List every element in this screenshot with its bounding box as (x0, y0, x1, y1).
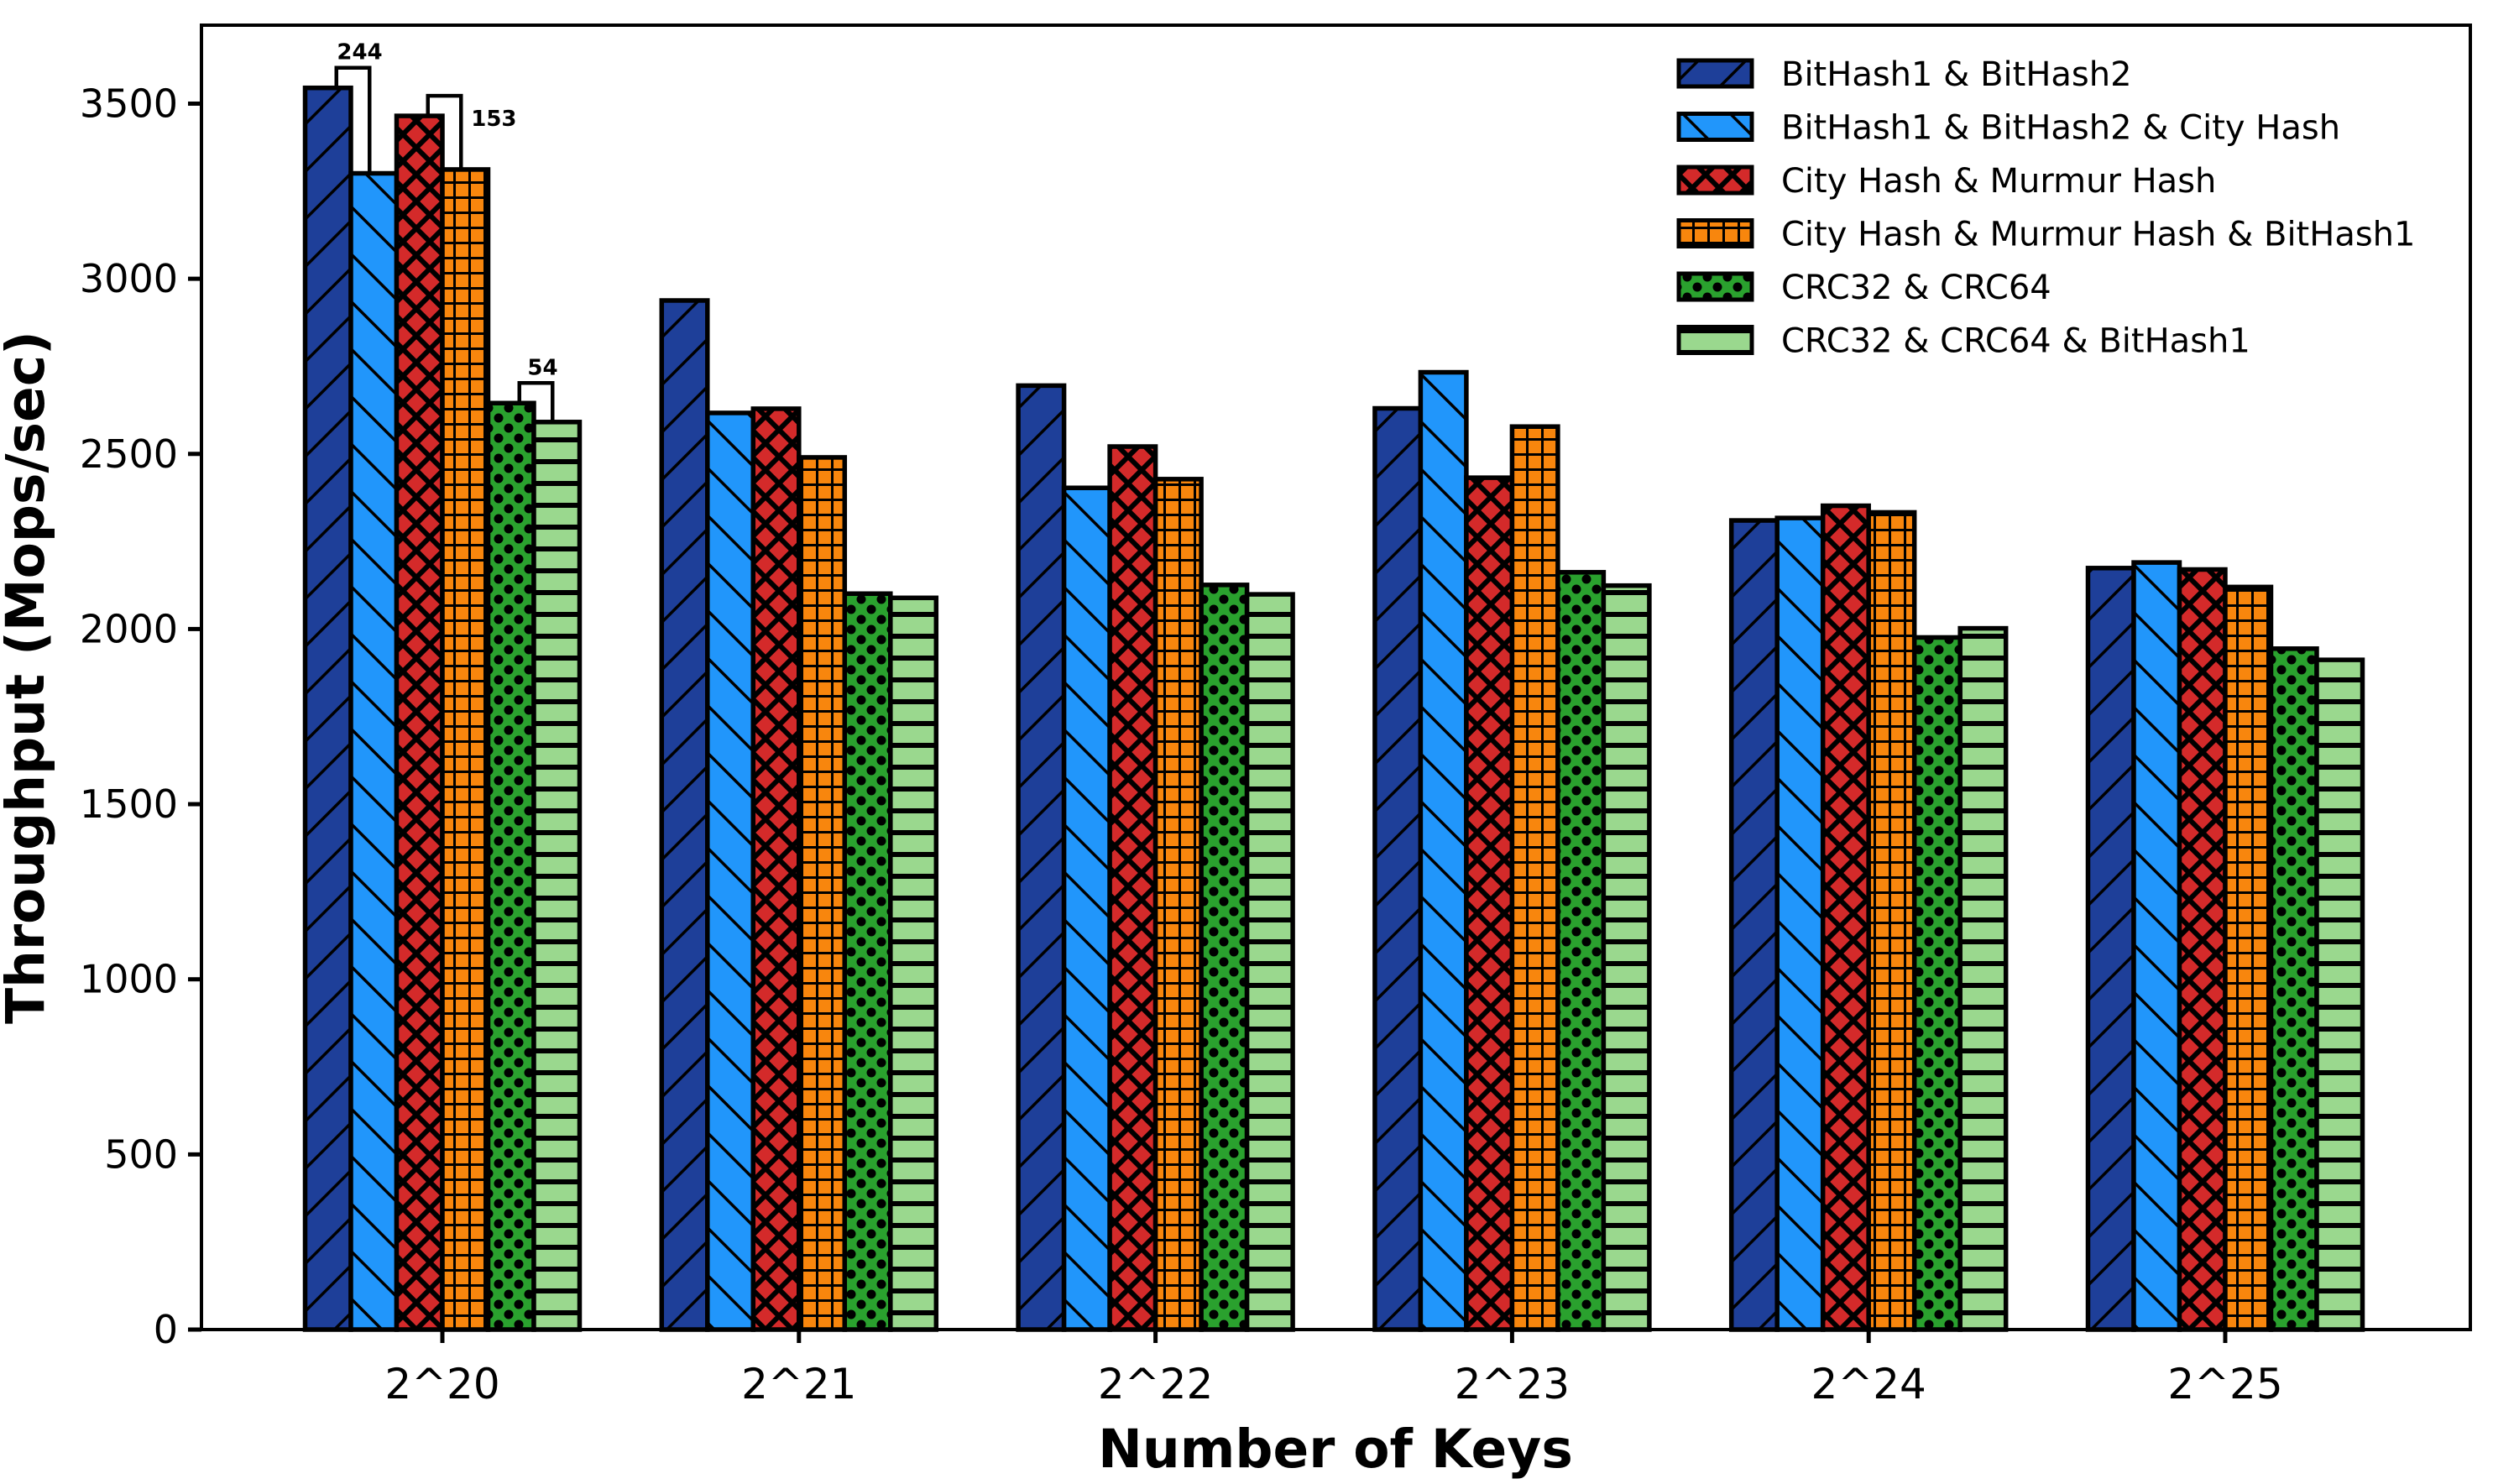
bar (2177, 567, 2228, 1332)
annotation-label: 54 (527, 355, 557, 380)
legend-swatch (1676, 218, 1754, 248)
annotation-label: 244 (337, 40, 382, 65)
bar (1774, 515, 1826, 1332)
bar (1728, 518, 1780, 1332)
y-tick-label: 1000 (80, 957, 178, 1002)
bar (2131, 560, 2182, 1332)
annotation-layer: 244 153 54 (334, 40, 558, 422)
bar (485, 400, 536, 1332)
legend-item: CRC32 & CRC64 & BitHash1 (1676, 322, 2250, 361)
legend-swatch (1676, 112, 1754, 142)
y-axis-label: Throughput (Mops/sec) (0, 331, 56, 1024)
legend-item: City Hash & Murmur Hash (1676, 162, 2216, 201)
bar (394, 113, 445, 1332)
bar (1418, 369, 1469, 1332)
y-tick-label: 3500 (80, 81, 178, 126)
legend-label: CRC32 & CRC64 & BitHash1 (1781, 322, 2250, 361)
legend-swatch (1676, 165, 1754, 196)
bar (797, 455, 848, 1332)
bar (2223, 584, 2274, 1332)
y-tick-label: 1500 (80, 781, 178, 827)
x-tick-label: 2^22 (1098, 1360, 1213, 1408)
x-tick-label: 2^21 (741, 1360, 856, 1408)
legend-swatch (1676, 271, 1754, 302)
bar (1601, 583, 1652, 1332)
y-tick-label: 2500 (80, 431, 178, 477)
legend-label: City Hash & Murmur Hash (1781, 162, 2216, 201)
legend-label: BitHash1 & BitHash2 & City Hash (1781, 109, 2340, 148)
legend-label: CRC32 & CRC64 (1781, 269, 2051, 307)
bar (1152, 477, 1204, 1332)
bar (1199, 583, 1250, 1332)
ticks-layer: 0 500 1000 1500 2000 2500 3000 3500 2^20 2^21 2^22… (80, 81, 2283, 1408)
legend-label: City Hash & Murmur Hash & BitHash1 (1781, 216, 2415, 254)
annotation-label: 153 (471, 107, 516, 132)
bar (531, 420, 583, 1332)
bar (842, 591, 893, 1332)
annotation-bracket (517, 381, 555, 422)
bar (888, 595, 939, 1332)
y-tick-label: 2000 (80, 606, 178, 651)
x-tick-label: 2^23 (1455, 1360, 1570, 1408)
x-tick-label: 2^25 (2167, 1360, 2282, 1408)
legend-swatch (1676, 325, 1754, 355)
x-axis-label: Number of Keys (1098, 1419, 1573, 1480)
y-tick-label: 500 (104, 1131, 178, 1177)
bar (1866, 509, 1917, 1332)
legend-item: BitHash1 & BitHash2 & City Hash (1676, 109, 2340, 148)
bar (348, 170, 400, 1332)
legend: BitHash1 & BitHash2 BitHash1 & BitHash2 &… (1676, 55, 2415, 361)
annotation-bracket (334, 65, 372, 174)
bar (2314, 657, 2365, 1332)
legend-label: BitHash1 & BitHash2 (1781, 55, 2132, 94)
legend-item: CRC32 & CRC64 (1676, 269, 2051, 307)
bar (302, 85, 353, 1332)
legend-item: City Hash & Murmur Hash & BitHash1 (1676, 216, 2415, 254)
annotation-bracket (426, 93, 463, 170)
bar (440, 167, 491, 1332)
bar (1372, 405, 1424, 1332)
bar (705, 410, 756, 1332)
bar (1911, 635, 1963, 1332)
bar (1244, 592, 1295, 1332)
bar (2268, 646, 2319, 1332)
bar (1957, 625, 2009, 1332)
bar (1820, 503, 1871, 1332)
bar (2085, 566, 2136, 1332)
bar (1555, 570, 1607, 1332)
bars-layer (302, 85, 2365, 1332)
bar (1464, 475, 1515, 1332)
bar (1061, 485, 1112, 1332)
x-tick-label: 2^24 (1811, 1360, 1926, 1408)
legend-item: BitHash1 & BitHash2 (1676, 55, 2132, 94)
bar (659, 298, 710, 1332)
y-tick-label: 0 (154, 1307, 178, 1352)
legend-swatch (1676, 58, 1754, 89)
plot-border (200, 24, 2472, 1331)
bar (750, 406, 802, 1332)
y-tick-label: 3000 (80, 256, 178, 301)
bar (1107, 444, 1158, 1332)
bar (1509, 424, 1560, 1332)
bar (1016, 383, 1067, 1332)
x-tick-label: 2^20 (384, 1360, 499, 1408)
